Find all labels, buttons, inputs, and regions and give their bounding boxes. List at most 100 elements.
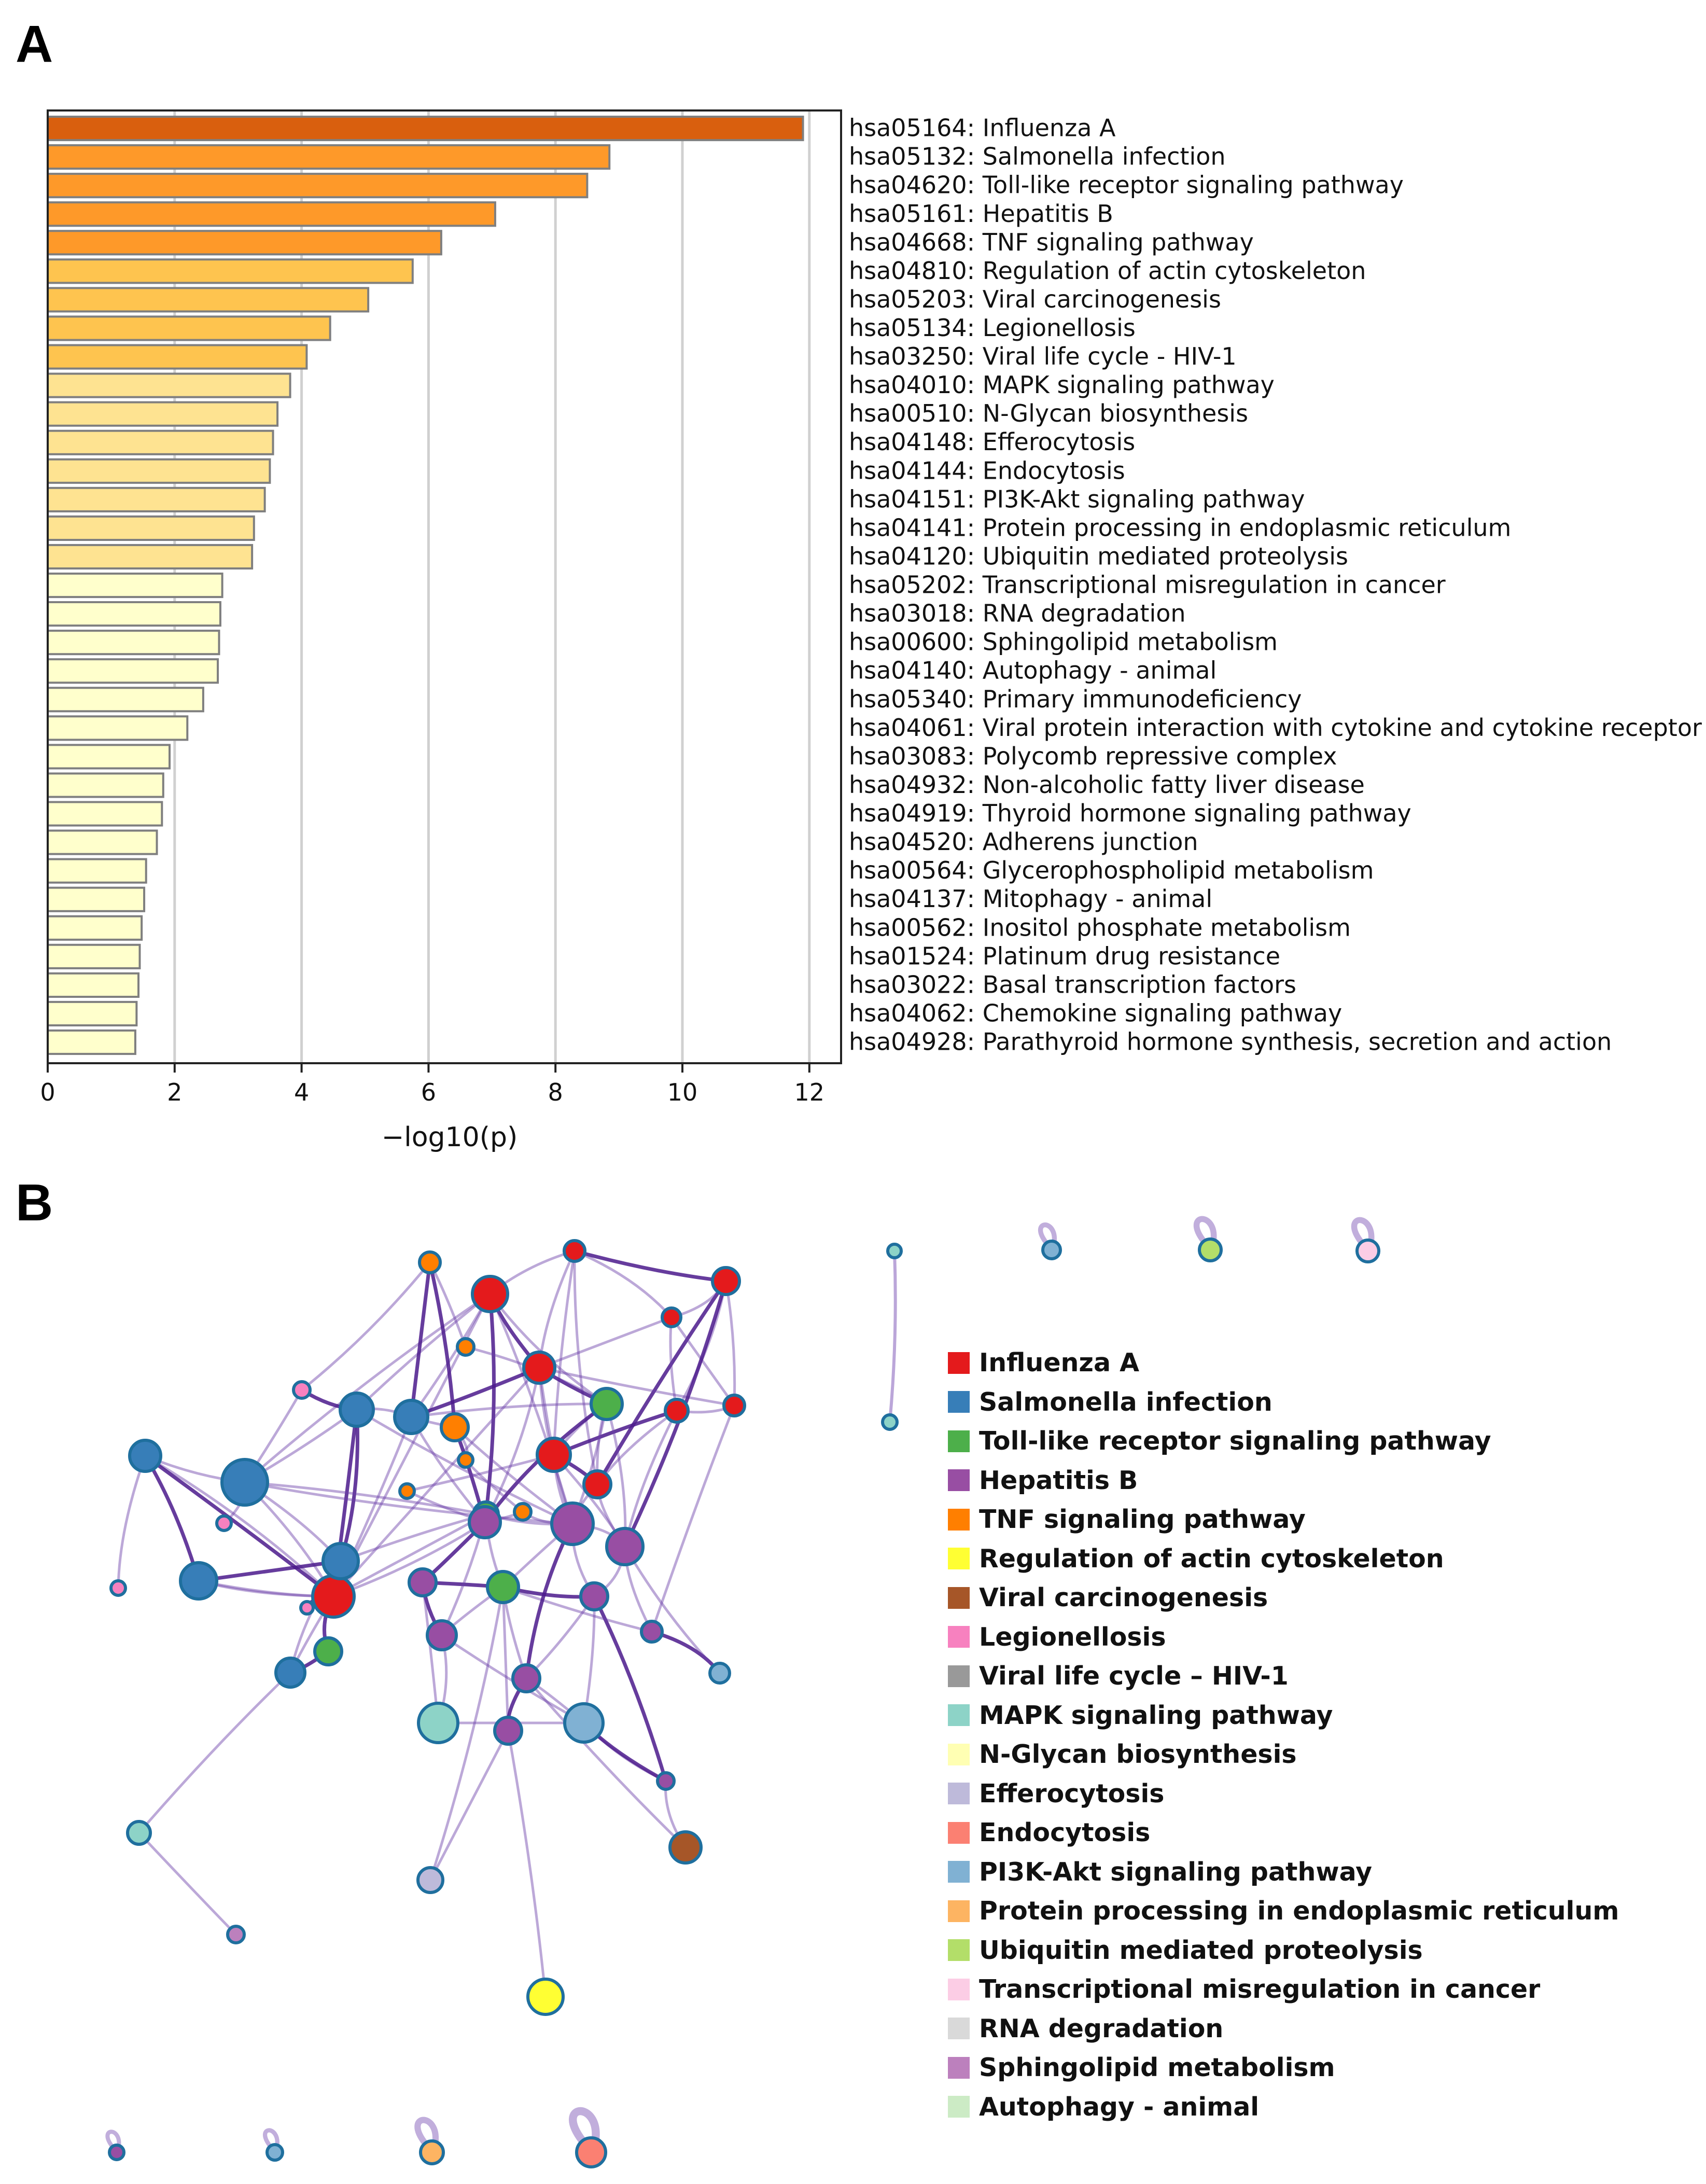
network-node xyxy=(513,1502,533,1522)
legend-swatch xyxy=(948,1587,970,1609)
network-edge xyxy=(138,1832,237,1936)
network-node xyxy=(471,1275,509,1313)
x-tick-label-6: 12 xyxy=(794,1078,825,1106)
network-node xyxy=(590,1387,624,1421)
network-node xyxy=(1041,1240,1062,1260)
network-node xyxy=(579,1581,609,1611)
network-self-loop xyxy=(1193,1216,1217,1243)
network-edge xyxy=(502,1585,652,1633)
network-node xyxy=(215,1514,233,1532)
network-node xyxy=(440,1412,470,1442)
legend-item: TNF signaling pathway xyxy=(948,1500,1619,1539)
bar-label-hsa04148: hsa04148: Efferocytosis xyxy=(849,428,1135,456)
x-tick-label-4: 8 xyxy=(548,1078,563,1106)
legend-label: Toll-like receptor signaling pathway xyxy=(979,1426,1491,1456)
legend-item: Autophagy - animal xyxy=(948,2088,1619,2127)
network-self-loop xyxy=(262,2128,279,2148)
bar-label-hsa04932: hsa04932: Non-alcoholic fatty liver dise… xyxy=(849,771,1365,799)
legend-label: MAPK signaling pathway xyxy=(979,1700,1333,1730)
network-edge xyxy=(574,1249,726,1283)
legend-label: Influenza A xyxy=(979,1348,1140,1378)
bar-hsa04148 xyxy=(47,429,274,455)
bar-label-hsa05161: hsa05161: Hepatitis B xyxy=(849,200,1113,228)
legend-swatch xyxy=(948,1469,970,1492)
network-node xyxy=(1355,1239,1380,1263)
network-edge xyxy=(539,1366,735,1407)
network-node xyxy=(126,1820,152,1846)
network-node xyxy=(605,1527,645,1566)
bar-hsa01524 xyxy=(47,943,141,969)
bar-label-hsa04928: hsa04928: Parathyroid hormone synthesis,… xyxy=(849,1028,1612,1056)
legend-label: Transcriptional misregulation in cancer xyxy=(979,1974,1541,2005)
network-node xyxy=(708,1662,731,1685)
legend-label: Efferocytosis xyxy=(979,1778,1165,1809)
network-node xyxy=(398,1482,416,1500)
network-edge xyxy=(429,1587,505,1881)
bar-label-hsa05134: hsa05134: Legionellosis xyxy=(849,314,1136,342)
legend-swatch xyxy=(948,1783,970,1805)
network-node xyxy=(457,1451,474,1469)
network-node xyxy=(292,1380,312,1400)
legend-label: Ubiquitin mediated proteolysis xyxy=(979,1935,1423,1965)
network-node xyxy=(311,1574,356,1619)
network-node xyxy=(661,1306,682,1328)
legend-swatch xyxy=(948,2096,970,2118)
legend-item: Influenza A xyxy=(948,1343,1619,1383)
legend-item: Efferocytosis xyxy=(948,1774,1619,1814)
network-edge xyxy=(333,1521,486,1598)
bar-label-hsa05340: hsa05340: Primary immunodeficiency xyxy=(849,685,1302,713)
network-node xyxy=(299,1600,315,1616)
bar-label-hsa03022: hsa03022: Basal transcription factors xyxy=(849,970,1296,998)
legend-label: Regulation of actin cytoskeleton xyxy=(979,1543,1444,1574)
x-tick-label-1: 2 xyxy=(167,1078,182,1106)
legend-label: Viral carcinogenesis xyxy=(979,1583,1268,1613)
network-node xyxy=(179,1561,218,1601)
bar-label-hsa04061: hsa04061: Viral protein interaction with… xyxy=(849,714,1702,742)
network-node xyxy=(526,1978,565,2016)
network-node xyxy=(426,1619,458,1651)
legend-label: Autophagy - animal xyxy=(979,2092,1260,2122)
legend-item: Toll-like receptor signaling pathway xyxy=(948,1422,1619,1461)
legend-item: Endocytosis xyxy=(948,1813,1619,1853)
network-edge xyxy=(595,1280,728,1485)
network-edge xyxy=(409,1262,432,1417)
x-tick-label-3: 6 xyxy=(421,1078,436,1106)
bar-label-hsa00600: hsa00600: Sphingolipid metabolism xyxy=(849,628,1278,656)
network-edge xyxy=(507,1730,547,1997)
network-edge xyxy=(592,1595,668,1782)
bar-hsa00510 xyxy=(47,401,279,427)
legend-item: Sphingolipid metabolism xyxy=(948,2048,1619,2088)
network-node xyxy=(274,1657,306,1689)
legend-label: TNF signaling pathway xyxy=(979,1505,1306,1535)
legend-label: PI3K-Akt signaling pathway xyxy=(979,1857,1373,1887)
network-node xyxy=(881,1413,899,1431)
network-edge xyxy=(144,1454,334,1597)
network-edge xyxy=(724,1281,736,1406)
network-node xyxy=(493,1716,523,1746)
network-node xyxy=(575,2136,607,2168)
network-node xyxy=(417,1702,459,1744)
network-node xyxy=(536,1437,572,1473)
bar-label-hsa04151: hsa04151: PI3K-Akt signaling pathway xyxy=(849,485,1305,513)
legend-swatch xyxy=(948,1978,970,2000)
network-edge xyxy=(332,1367,540,1597)
network-node xyxy=(321,1542,360,1580)
bar-label-hsa04810: hsa04810: Regulation of actin cytoskelet… xyxy=(849,257,1366,285)
legend-swatch xyxy=(948,1861,970,1883)
bar-hsa05340 xyxy=(47,687,204,713)
bar-label-hsa04120: hsa04120: Ubiquitin mediated proteolysis xyxy=(849,542,1348,570)
x-tick-label-2: 4 xyxy=(294,1078,309,1106)
legend-label: Legionellosis xyxy=(979,1622,1166,1652)
legend-item: Regulation of actin cytoskeleton xyxy=(948,1539,1619,1579)
legend-item: MAPK signaling pathway xyxy=(948,1696,1619,1735)
panel-a-label: A xyxy=(16,15,53,73)
network-edge xyxy=(144,1454,335,1598)
bar-hsa04520 xyxy=(47,829,158,855)
network-node xyxy=(393,1399,429,1435)
bar-hsa04810 xyxy=(47,258,414,284)
bar-hsa05164 xyxy=(47,116,804,142)
legend-swatch xyxy=(948,1743,970,1765)
network-node xyxy=(419,2139,445,2165)
network-node xyxy=(108,2144,125,2161)
network-self-loop xyxy=(414,2117,439,2146)
